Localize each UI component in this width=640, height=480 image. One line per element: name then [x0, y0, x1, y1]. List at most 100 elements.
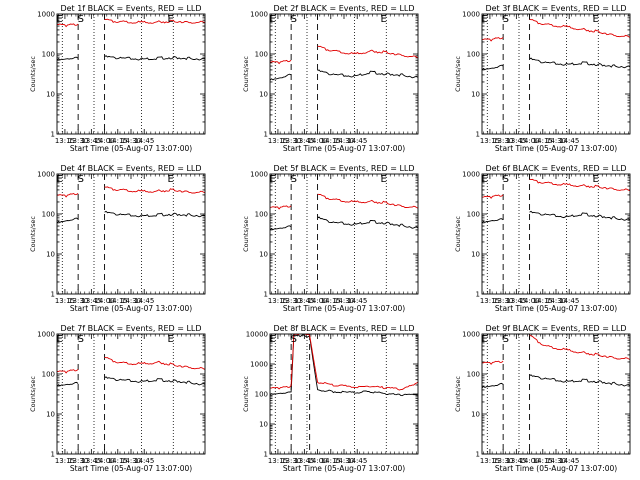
- x-tick-label: 14:15: [533, 457, 553, 465]
- x-tick-label: 14:30: [546, 137, 566, 145]
- x-tick-label: 14:15: [108, 457, 128, 465]
- x-tick-label: 14:45: [134, 457, 154, 465]
- y-tick-label: 1: [264, 291, 268, 299]
- panel-title: Det 3f BLACK = Events, RED = LLD: [485, 4, 626, 13]
- series-lld-line: [57, 23, 79, 28]
- y-tick-label: 10: [259, 91, 268, 99]
- y-tick-label: 1000: [462, 171, 480, 179]
- x-tick-label: 14:45: [347, 297, 367, 305]
- y-tick-label: 10: [46, 251, 55, 259]
- event-marker-e: E: [56, 334, 62, 345]
- x-tick-label: 14:30: [121, 457, 141, 465]
- x-tick-label: 14:15: [321, 297, 341, 305]
- x-tick-label: 13:45: [81, 137, 101, 145]
- series-group: [57, 186, 205, 224]
- plot-frame: [481, 173, 631, 295]
- series-lld-line: [270, 59, 292, 65]
- y-tick-label: 1000: [250, 171, 268, 179]
- series-events-line: [104, 55, 205, 61]
- event-marker-s: S: [78, 14, 84, 25]
- y-tick-label: 1: [264, 131, 268, 139]
- y-tick-label: 10: [259, 421, 268, 429]
- x-tick-label: 14:15: [533, 137, 553, 145]
- event-marker-s: S: [503, 14, 509, 25]
- x-tick-label: 13:15: [55, 297, 75, 305]
- x-tick-label: 13:45: [506, 457, 526, 465]
- y-axis-label: Counts/sec: [454, 216, 462, 252]
- y-axis-label: Counts/sec: [242, 216, 250, 252]
- x-tick-label: 14:00: [94, 457, 114, 465]
- event-marker-e: E: [269, 174, 275, 185]
- x-tick-label: 14:00: [519, 137, 539, 145]
- series-lld-line: [104, 356, 205, 370]
- y-tick-label: 100: [42, 371, 55, 379]
- y-tick-label: 1: [476, 131, 480, 139]
- x-tick-label: 13:15: [268, 137, 288, 145]
- event-marker-e: E: [269, 14, 275, 25]
- y-tick-label: 100: [467, 211, 480, 219]
- x-tick-label: 14:00: [307, 297, 327, 305]
- series-group: [57, 18, 205, 61]
- series-events-line: [529, 210, 630, 221]
- y-axis-label: Counts/sec: [454, 56, 462, 92]
- x-tick-label: 14:00: [519, 297, 539, 305]
- x-tick-label: 14:45: [347, 457, 367, 465]
- event-marker-e: E: [167, 174, 173, 185]
- panel-1: Det 1f BLACK = Events, RED = LLD 1 10 100 10…: [29, 4, 206, 153]
- panel-title: Det 8f BLACK = Events, RED = LLD: [273, 324, 414, 333]
- x-tick-label: 14:15: [108, 297, 128, 305]
- y-tick-label: 10: [471, 91, 480, 99]
- x-axis-label: Start Time (05-Aug-07 13:07:00): [283, 144, 405, 153]
- y-tick-label: 100: [467, 371, 480, 379]
- event-marker-e: E: [481, 334, 487, 345]
- x-tick-label: 13:30: [493, 457, 513, 465]
- series-lld-line: [57, 192, 79, 198]
- series-events-line: [317, 69, 418, 79]
- series-events-line: [57, 381, 79, 387]
- x-tick-label: 13:45: [506, 137, 526, 145]
- y-tick-label: 1000: [37, 331, 55, 339]
- panel-title: Det 7f BLACK = Events, RED = LLD: [60, 324, 201, 333]
- y-tick-label: 100: [42, 51, 55, 59]
- y-tick-label: 1: [51, 451, 55, 459]
- x-tick-label: 13:15: [480, 457, 500, 465]
- event-marker-e: E: [481, 174, 487, 185]
- x-tick-label: 14:30: [334, 137, 354, 145]
- panel-7: Det 7f BLACK = Events, RED = LLD 1 10 100 10…: [29, 324, 206, 473]
- y-tick-label: 1: [51, 131, 55, 139]
- x-tick-label: 14:00: [519, 457, 539, 465]
- series-group: [270, 45, 418, 81]
- series-events-line: [104, 376, 205, 386]
- series-lld-line: [317, 193, 418, 209]
- series-events-line: [57, 217, 79, 224]
- panel-title: Det 5f BLACK = Events, RED = LLD: [273, 164, 414, 173]
- y-axis-label: Counts/sec: [29, 216, 37, 252]
- event-marker-e: E: [481, 14, 487, 25]
- event-marker-s: S: [291, 334, 297, 345]
- y-tick-label: 1000: [37, 171, 55, 179]
- x-tick-label: 13:30: [68, 457, 88, 465]
- x-tick-label: 14:30: [546, 297, 566, 305]
- series-events-line: [482, 382, 504, 389]
- y-tick-label: 100: [467, 51, 480, 59]
- panel-title: Det 4f BLACK = Events, RED = LLD: [60, 164, 201, 173]
- series-lld-line: [104, 18, 205, 24]
- x-tick-label: 13:30: [281, 137, 301, 145]
- event-marker-s: S: [291, 174, 297, 185]
- series-lld-line: [482, 360, 504, 365]
- series-events-line: [482, 218, 504, 224]
- plot-frame: [481, 13, 631, 135]
- y-tick-label: 100: [255, 51, 268, 59]
- series-group: [482, 178, 630, 224]
- x-tick-label: 13:45: [294, 457, 314, 465]
- y-tick-label: 1000: [250, 361, 268, 369]
- plot-frame: [269, 13, 419, 135]
- y-tick-label: 1000: [462, 331, 480, 339]
- series-group: [270, 193, 418, 231]
- series-events-line: [529, 57, 630, 69]
- y-tick-label: 100: [255, 211, 268, 219]
- plot-frame: [269, 333, 419, 455]
- y-tick-label: 10: [259, 251, 268, 259]
- event-marker-s: S: [78, 174, 84, 185]
